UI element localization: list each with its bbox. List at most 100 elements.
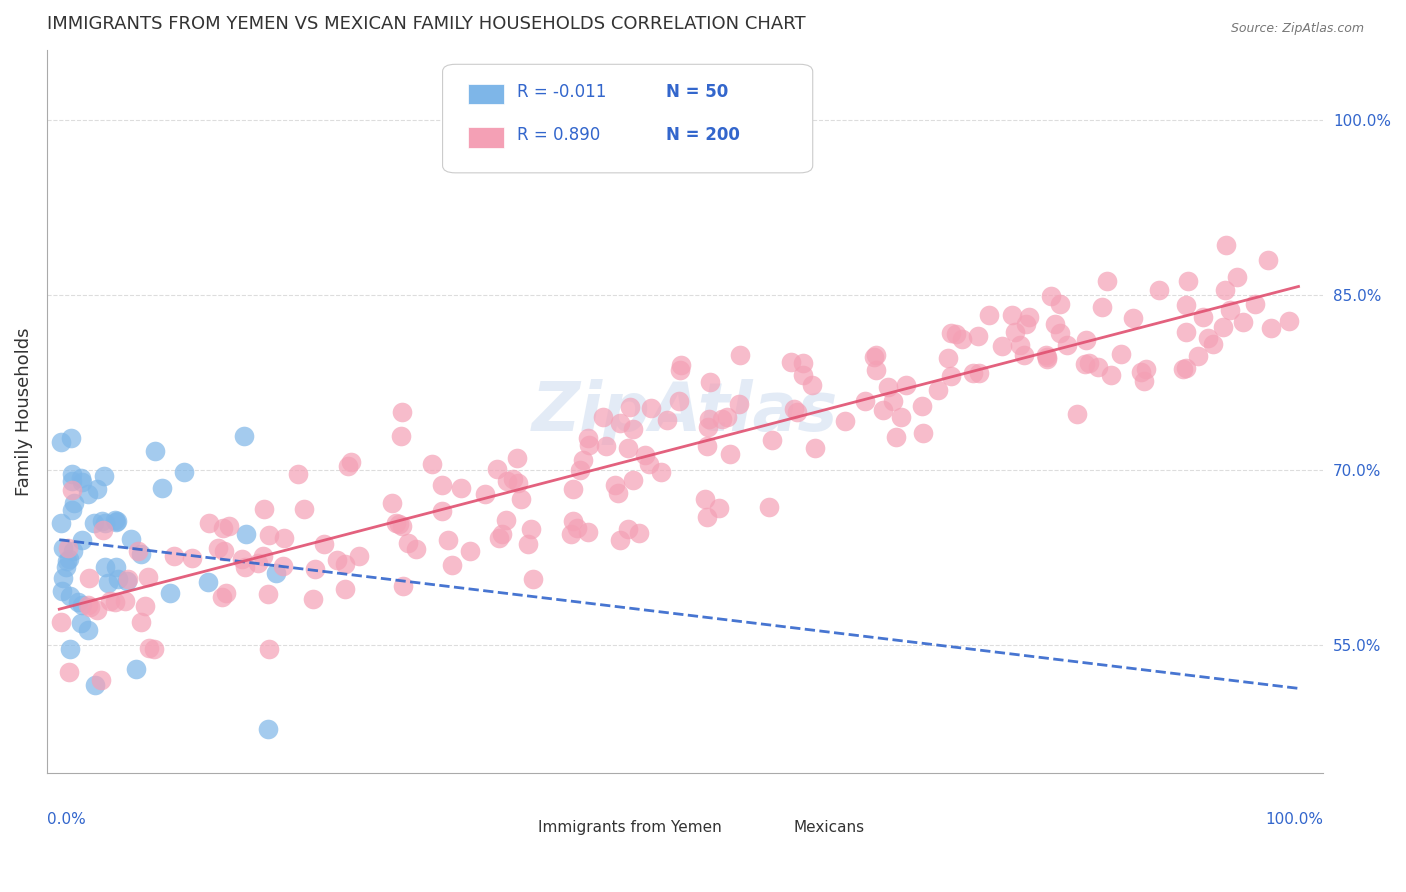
Point <box>336 459 359 474</box>
Point <box>1001 308 1024 322</box>
Point <box>142 641 165 656</box>
Point <box>1074 357 1097 371</box>
Point <box>877 379 900 393</box>
Point <box>1174 360 1197 375</box>
Point <box>180 550 202 565</box>
Point <box>231 552 253 566</box>
Point <box>640 401 662 415</box>
Point <box>1278 314 1301 328</box>
Point <box>1012 348 1035 362</box>
Point <box>669 358 692 372</box>
Point <box>173 465 195 479</box>
Point <box>962 366 984 380</box>
Point <box>304 562 326 576</box>
Point <box>391 579 413 593</box>
Point <box>716 410 738 425</box>
Point <box>669 363 692 377</box>
Point <box>730 348 752 362</box>
Point <box>437 533 460 548</box>
Point <box>60 483 83 497</box>
Point <box>792 368 814 382</box>
Point <box>51 584 73 599</box>
Point <box>90 673 112 687</box>
Point <box>1091 300 1114 314</box>
Bar <box>749 821 785 838</box>
Point <box>890 409 912 424</box>
Point <box>853 394 876 409</box>
Point <box>70 598 93 612</box>
Point <box>1035 350 1057 364</box>
Point <box>1018 310 1040 325</box>
Point <box>657 413 679 427</box>
Point <box>287 467 309 482</box>
Point <box>292 502 315 516</box>
Point <box>633 448 655 462</box>
Point <box>381 496 404 510</box>
Point <box>803 441 825 455</box>
Point <box>129 615 152 629</box>
FancyBboxPatch shape <box>443 64 813 173</box>
Point <box>872 403 894 417</box>
Point <box>668 394 690 409</box>
Point <box>1049 297 1071 311</box>
Point <box>485 461 508 475</box>
Point <box>1099 368 1122 383</box>
Point <box>257 528 280 542</box>
Point <box>86 482 108 496</box>
Point <box>1202 337 1225 351</box>
Point <box>1036 351 1059 366</box>
Point <box>562 482 585 496</box>
Text: N = 200: N = 200 <box>666 126 740 145</box>
Point <box>1109 347 1132 361</box>
Point <box>98 594 121 608</box>
Text: 0.0%: 0.0% <box>46 812 86 827</box>
Text: R = -0.011: R = -0.011 <box>516 83 606 101</box>
Point <box>134 599 156 614</box>
Point <box>1095 274 1118 288</box>
Point <box>124 662 146 676</box>
Point <box>385 516 408 531</box>
Bar <box>468 84 503 104</box>
Point <box>63 496 86 510</box>
Point <box>603 478 626 492</box>
Point <box>69 616 91 631</box>
Point <box>56 554 79 568</box>
Point <box>1197 331 1219 345</box>
Point <box>495 513 517 527</box>
Point <box>699 375 721 389</box>
Point <box>567 521 589 535</box>
Point <box>391 405 413 419</box>
Point <box>863 350 886 364</box>
Point <box>49 516 72 530</box>
Point <box>779 355 801 369</box>
Point <box>621 422 644 436</box>
Point <box>967 366 990 380</box>
Point <box>76 623 98 637</box>
Point <box>696 509 718 524</box>
Y-axis label: Family Households: Family Households <box>15 327 32 496</box>
Point <box>990 339 1012 353</box>
Point <box>136 570 159 584</box>
Point <box>911 399 934 413</box>
Point <box>966 328 988 343</box>
Point <box>94 516 117 530</box>
Point <box>522 572 544 586</box>
Point <box>619 401 641 415</box>
Point <box>696 439 718 453</box>
Point <box>1212 320 1234 334</box>
Point <box>1175 298 1198 312</box>
Point <box>609 533 631 547</box>
Point <box>474 487 496 501</box>
Point <box>1035 348 1057 362</box>
Point <box>60 503 83 517</box>
Point <box>884 430 907 444</box>
Point <box>1087 359 1109 374</box>
Point <box>1045 317 1067 331</box>
Point <box>650 466 672 480</box>
Point <box>233 560 256 574</box>
Point <box>212 521 235 535</box>
Point <box>232 429 254 443</box>
Point <box>215 586 238 600</box>
Point <box>86 603 108 617</box>
Point <box>326 553 349 567</box>
